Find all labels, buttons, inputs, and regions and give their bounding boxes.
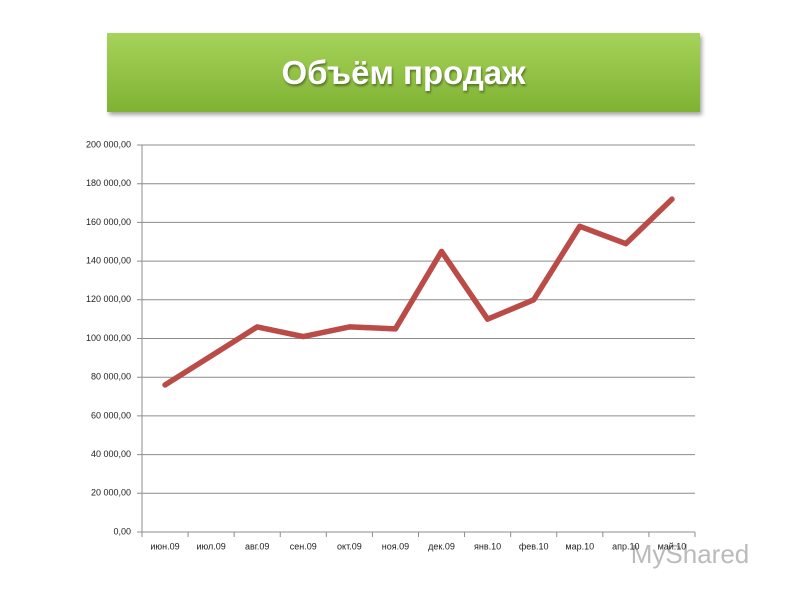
y-tick-label: 0,00: [113, 526, 131, 536]
y-tick-label: 100 000,00: [86, 333, 131, 343]
y-tick-label: 180 000,00: [86, 178, 131, 188]
x-tick-label: май.10: [658, 541, 687, 551]
x-tick-label: ноя.09: [382, 541, 409, 551]
y-tick-label: 20 000,00: [91, 488, 131, 498]
x-tick-label: июл.09: [196, 541, 225, 551]
x-tick-label: июн.09: [150, 541, 179, 551]
watermark: MyShared: [631, 539, 750, 569]
y-tick-label: 200 000,00: [86, 139, 131, 149]
y-tick-label: 80 000,00: [91, 372, 131, 382]
x-tick-label: фев.10: [519, 541, 549, 551]
y-tick-label: 120 000,00: [86, 294, 131, 304]
title-banner: Объём продаж: [107, 33, 700, 112]
x-tick-label: авг.09: [245, 541, 269, 551]
y-tick-label: 160 000,00: [86, 217, 131, 227]
line-series: [162, 196, 675, 388]
x-tick-label: сен.09: [290, 541, 317, 551]
x-tick-label: дек.09: [428, 541, 455, 551]
chart-title: Объём продаж: [281, 53, 526, 91]
x-tick-label: янв.10: [474, 541, 501, 551]
y-tick-label: 40 000,00: [91, 449, 131, 459]
x-tick-label: окт.09: [337, 541, 362, 551]
x-tick-label: мар.10: [565, 541, 594, 551]
y-tick-label: 140 000,00: [86, 255, 131, 265]
x-tick-label: апр.10: [612, 541, 639, 551]
y-tick-label: 60 000,00: [91, 410, 131, 420]
